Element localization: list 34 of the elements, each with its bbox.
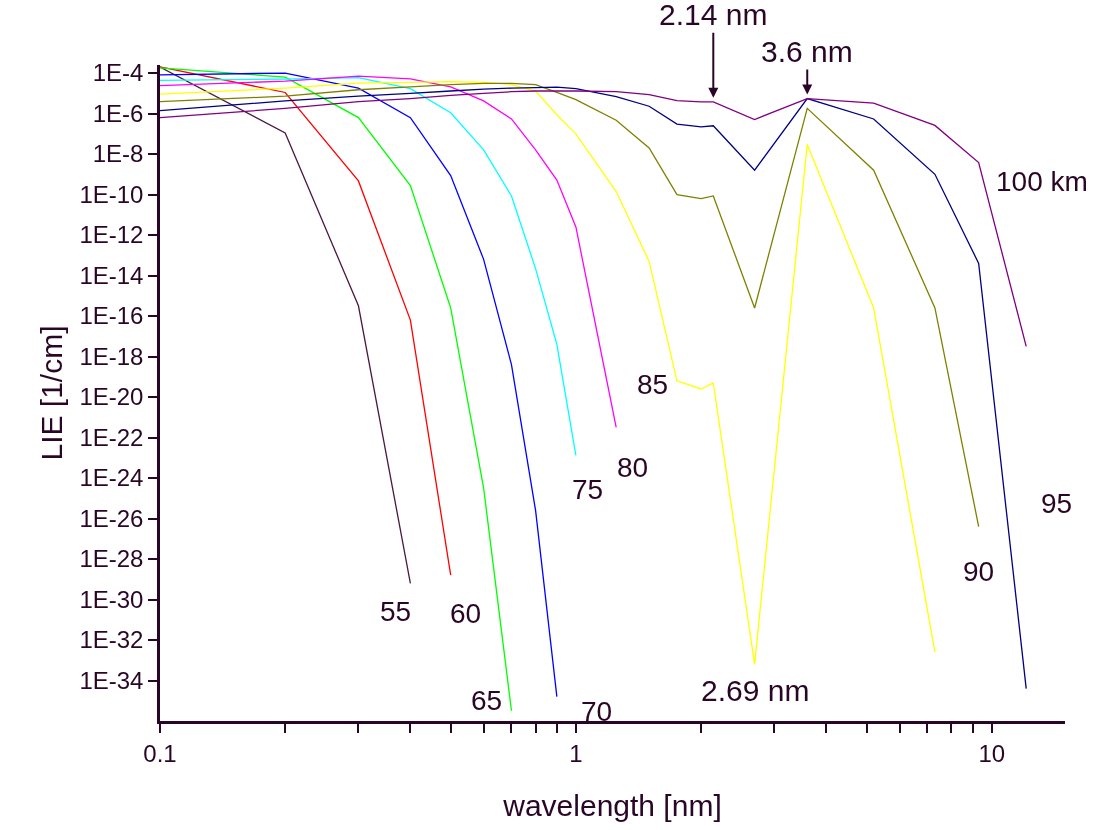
- y-tick-label: 1E-4: [92, 59, 144, 87]
- series-label: 60: [450, 598, 482, 629]
- y-tick-label: 1E-34: [79, 666, 144, 694]
- y-tick-label: 1E-26: [79, 504, 144, 532]
- series-label: 100 km: [996, 166, 1088, 197]
- y-tick-label: 1E-18: [79, 342, 144, 370]
- y-tick-label: 1E-14: [79, 261, 144, 289]
- series-label: 55: [380, 596, 412, 627]
- series-label: 85: [637, 369, 669, 400]
- y-tick-label: 1E-20: [79, 383, 144, 411]
- annotation: 2.14 nm: [659, 0, 768, 31]
- x-tick-label: 1: [569, 739, 583, 767]
- series-label: 90: [963, 556, 995, 587]
- annotation: 3.6 nm: [761, 35, 853, 68]
- y-tick-label: 1E-30: [79, 585, 144, 613]
- series-label: 70: [581, 696, 613, 727]
- series-label: 95: [1041, 488, 1073, 519]
- series-label: 75: [572, 474, 604, 505]
- y-axis-title: LIE [1/cm]: [35, 325, 69, 461]
- x-tick-label: 10: [978, 739, 1006, 767]
- y-tick-label: 1E-8: [92, 140, 144, 168]
- x-axis-title: wavelength [nm]: [502, 789, 722, 823]
- y-tick-label: 1E-6: [92, 99, 144, 127]
- series-label: 80: [617, 452, 649, 483]
- y-tick-label: 1E-24: [79, 464, 144, 492]
- y-tick-label: 1E-12: [79, 221, 144, 249]
- y-tick-label: 1E-32: [79, 626, 144, 654]
- series-label: 65: [471, 685, 503, 716]
- x-tick-label: 0.1: [143, 739, 177, 767]
- y-tick-label: 1E-16: [79, 302, 144, 330]
- y-tick-label: 1E-22: [79, 423, 144, 451]
- annotation: 2.69 nm: [701, 674, 810, 707]
- y-tick-label: 1E-10: [79, 180, 144, 208]
- y-tick-label: 1E-28: [79, 545, 144, 573]
